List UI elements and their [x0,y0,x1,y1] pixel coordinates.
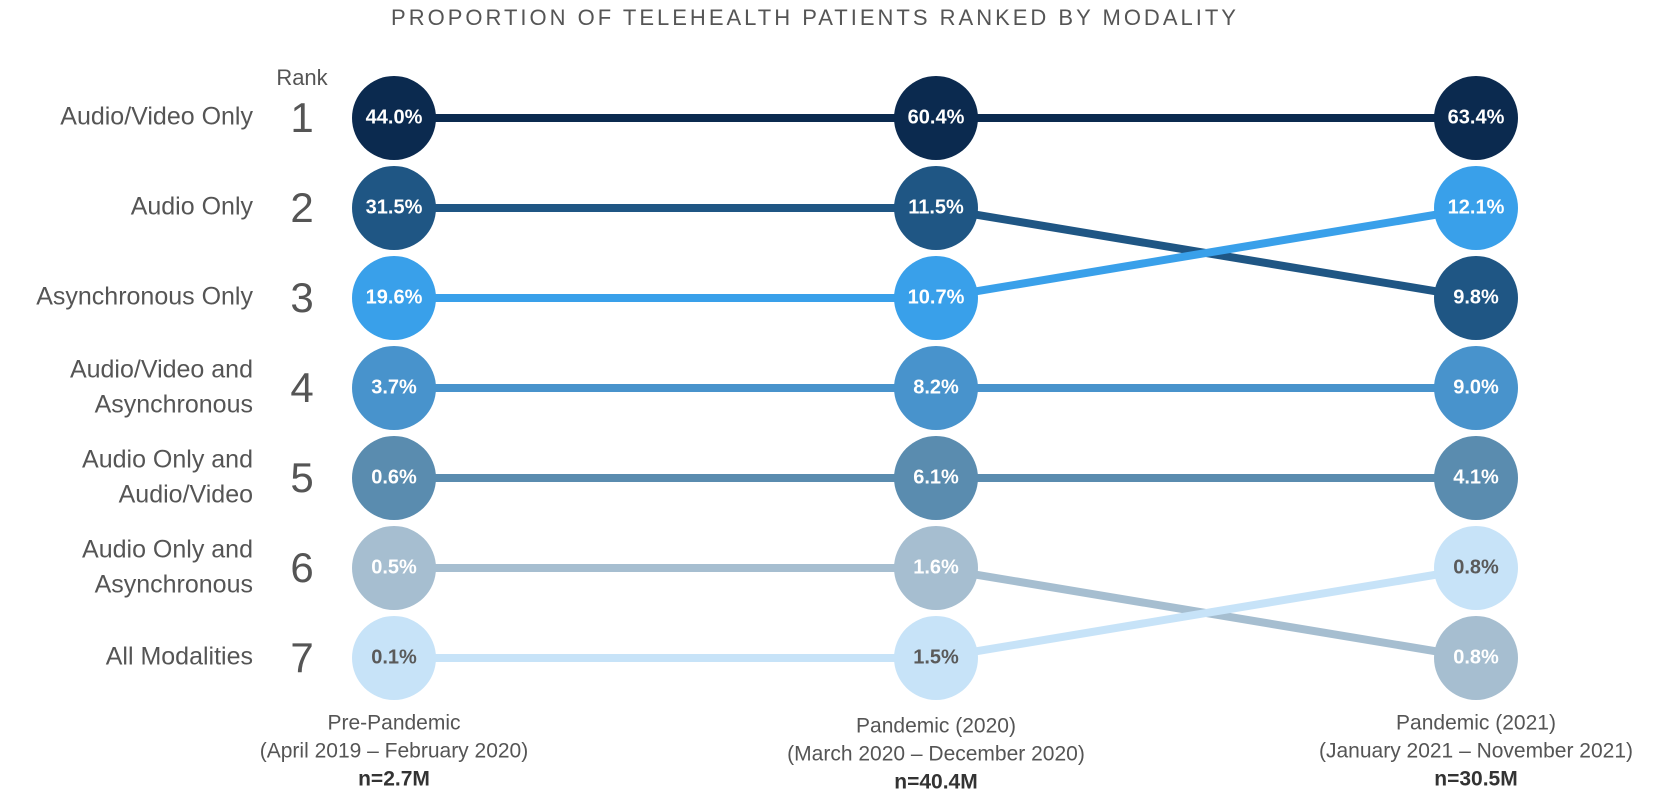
value-label: 1.6% [913,556,959,578]
period-range: (April 2019 – February 2020) [260,740,528,763]
value-circle [894,346,978,430]
value-circle [1434,436,1518,520]
value-label: 12.1% [1448,196,1505,218]
series-label: Audio Only [131,193,254,221]
value-label: 6.1% [913,466,959,488]
value-circle [894,526,978,610]
period-n: n=30.5M [1434,768,1517,791]
rank-tick-label: 6 [290,544,313,591]
value-label: 3.7% [371,376,417,398]
series-label: Audio/Video and Asynchronous [70,355,253,418]
series-label: Audio Only and Audio/Video [82,445,253,508]
value-circle [1434,256,1518,340]
value-label: 19.6% [366,286,423,308]
value-label: 8.2% [913,376,959,398]
value-circle [352,616,436,700]
value-label: 1.5% [913,646,959,668]
value-circle [894,616,978,700]
rank-tick-label: 2 [290,184,313,231]
value-label: 9.8% [1453,286,1499,308]
value-label: 63.4% [1448,106,1505,128]
value-circle [1434,166,1518,250]
rank-tick-label: 4 [290,364,313,411]
period-name: Pandemic (2020) [856,715,1016,738]
series-label: Audio/Video Only [60,103,253,131]
value-circle [894,256,978,340]
value-label: 0.6% [371,466,417,488]
value-circle [1434,526,1518,610]
value-circle [1434,76,1518,160]
value-label: 0.8% [1453,556,1499,578]
value-circle [1434,346,1518,430]
value-label: 0.8% [1453,646,1499,668]
value-circle [352,256,436,340]
value-circle [352,526,436,610]
value-circle [352,166,436,250]
rank-tick-label: 1 [290,94,313,141]
period-range: (January 2021 – November 2021) [1319,740,1633,763]
value-circle [352,76,436,160]
value-label: 60.4% [908,106,965,128]
value-label: 44.0% [366,106,423,128]
chart-title: PROPORTION OF TELEHEALTH PATIENTS RANKED… [391,5,1239,30]
value-circle [894,436,978,520]
series-label: Asynchronous Only [36,283,253,311]
value-label: 11.5% [908,196,964,218]
rank-label: Rank [276,65,328,90]
period-range: (March 2020 – December 2020) [787,743,1085,766]
value-label: 31.5% [366,196,423,218]
value-label: 0.1% [371,646,417,668]
value-circle [352,346,436,430]
value-label: 4.1% [1453,466,1499,488]
value-circle [894,76,978,160]
value-label: 0.5% [371,556,417,578]
rank-tick-label: 5 [290,454,313,501]
series-label: All Modalities [106,643,253,671]
value-label: 10.7% [908,286,965,308]
value-circle [352,436,436,520]
rank-tick-label: 3 [290,274,313,321]
rank-tick-label: 7 [290,634,313,681]
period-n: n=40.4M [894,771,977,794]
period-name: Pre-Pandemic [327,712,460,735]
period-name: Pandemic (2021) [1396,712,1556,735]
value-label: 9.0% [1453,376,1499,398]
value-circle [1434,616,1518,700]
series-label: Audio Only and Asynchronous [82,535,253,598]
period-n: n=2.7M [358,768,430,791]
value-circle [894,166,978,250]
